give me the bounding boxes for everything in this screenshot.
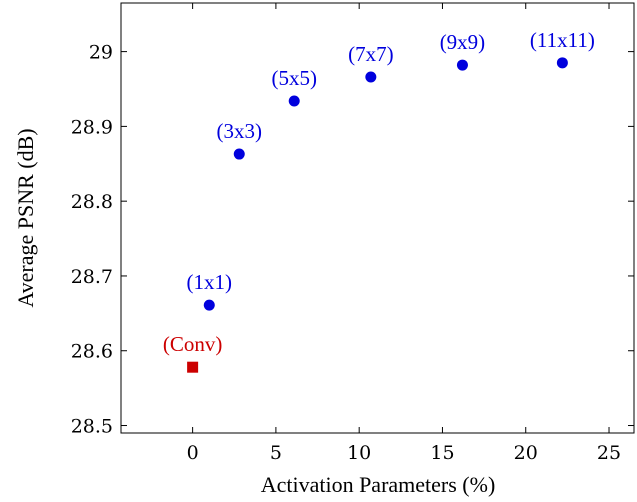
x-tick-label: 0 xyxy=(187,442,199,464)
data-label: (Conv) xyxy=(163,332,223,356)
data-label: (3x3) xyxy=(217,119,263,143)
data-label: (11x11) xyxy=(530,28,595,52)
data-point xyxy=(556,57,568,69)
y-tick-label: 28.6 xyxy=(71,341,113,363)
y-axis-title: Average PSNR (dB) xyxy=(13,128,38,307)
data-label: (1x1) xyxy=(187,270,233,294)
x-tick-label: 5 xyxy=(270,442,282,464)
y-tick-label: 28.7 xyxy=(71,266,113,288)
y-tick-label: 28.9 xyxy=(71,116,113,138)
y-tick-label: 28.5 xyxy=(71,416,113,438)
data-point xyxy=(288,95,300,107)
x-tick-label: 20 xyxy=(514,442,538,464)
x-axis-title: Activation Parameters (%) xyxy=(261,472,496,497)
data-point xyxy=(365,71,377,83)
y-tick-label: 29 xyxy=(89,42,113,64)
y-tick-label: 28.8 xyxy=(71,191,113,213)
data-label: (9x9) xyxy=(440,30,486,54)
data-point xyxy=(203,299,215,311)
x-tick-label: 25 xyxy=(597,442,621,464)
data-label: (5x5) xyxy=(271,66,317,90)
data-point-square xyxy=(187,361,199,373)
x-tick-label: 15 xyxy=(430,442,454,464)
data-label: (7x7) xyxy=(348,42,394,66)
data-point xyxy=(456,59,468,71)
plot-frame xyxy=(120,2,635,434)
x-tick-label: 10 xyxy=(347,442,371,464)
data-point xyxy=(233,148,245,160)
